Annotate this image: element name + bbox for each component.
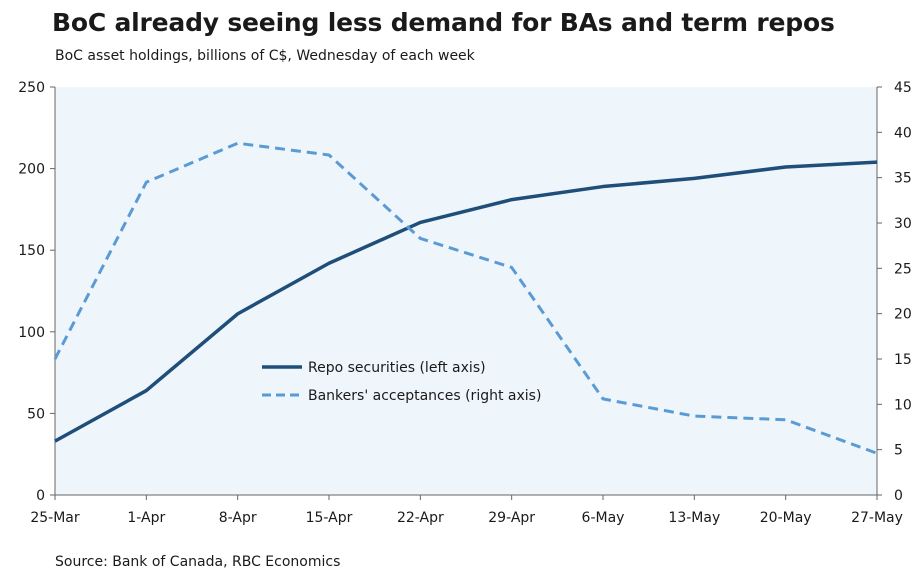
x-tick-label: 22-Apr: [397, 510, 444, 526]
x-tick-label: 13-May: [668, 510, 720, 526]
left-tick-label: 50: [27, 406, 45, 422]
left-tick-label: 200: [18, 162, 45, 178]
x-tick-label: 15-Apr: [306, 510, 353, 526]
right-tick-label: 15: [894, 352, 912, 368]
right-tick-label: 20: [894, 307, 912, 323]
right-tick-label: 45: [894, 80, 912, 96]
x-tick-label: 20-May: [760, 510, 812, 526]
left-tick-label: 0: [36, 488, 45, 504]
series-line-repo: [54, 160, 878, 443]
x-tick-label: 6-May: [582, 510, 625, 526]
chart-subtitle: BoC asset holdings, billions of C$, Wedn…: [55, 48, 475, 64]
right-tick-label: 25: [894, 261, 912, 277]
right-tick-label: 0: [894, 488, 903, 504]
plot-area: [55, 87, 877, 495]
right-tick-label: 35: [894, 171, 912, 187]
x-tick-label: 8-Apr: [219, 510, 257, 526]
x-tick-label: 1-Apr: [127, 510, 165, 526]
left-tick-label: 250: [18, 80, 45, 96]
right-tick-label: 10: [894, 397, 912, 413]
x-tick-label: 27-May: [851, 510, 903, 526]
chart-title: BoC already seeing less demand for BAs a…: [52, 8, 835, 37]
legend-label-bankers-acceptances: Bankers' acceptances (right axis): [308, 388, 541, 404]
x-tick-label: 25-Mar: [30, 510, 80, 526]
x-tick-label: 29-Apr: [488, 510, 535, 526]
right-tick-label: 30: [894, 216, 912, 232]
legend-label-repo: Repo securities (left axis): [308, 360, 486, 376]
left-tick-label: 100: [18, 325, 45, 341]
left-tick-label: 150: [18, 243, 45, 259]
source-note: Source: Bank of Canada, RBC Economics: [55, 554, 341, 570]
right-tick-label: 40: [894, 125, 912, 141]
series-line-bankers-acceptances: [53, 141, 878, 455]
right-tick-label: 5: [894, 443, 903, 459]
